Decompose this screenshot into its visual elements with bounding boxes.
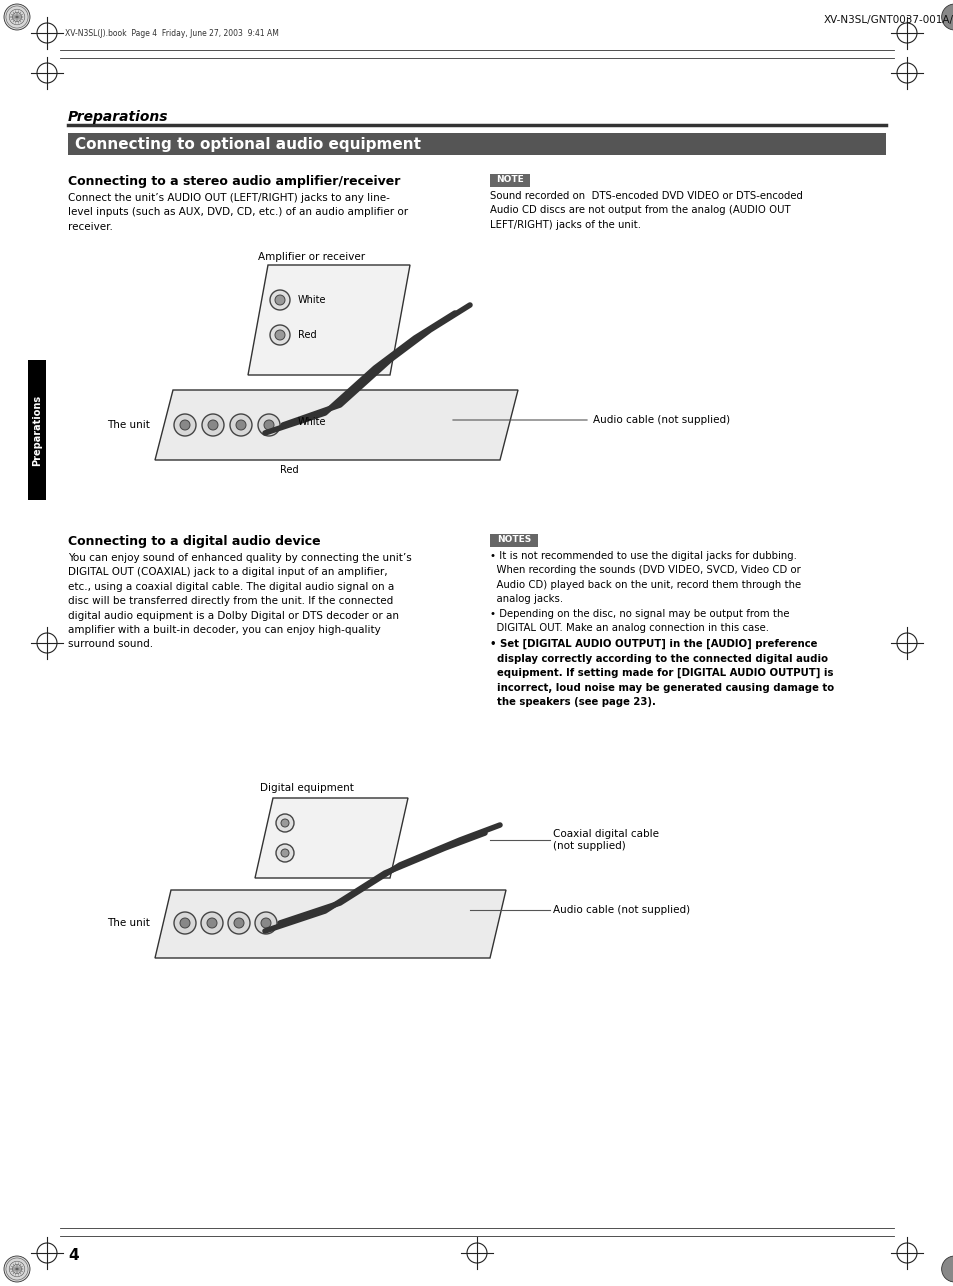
Polygon shape xyxy=(248,265,410,376)
Text: The unit: The unit xyxy=(107,918,150,928)
Text: Audio cable (not supplied): Audio cable (not supplied) xyxy=(593,415,729,424)
Circle shape xyxy=(173,414,195,436)
Circle shape xyxy=(233,918,244,928)
Circle shape xyxy=(274,331,285,340)
Circle shape xyxy=(261,918,271,928)
Bar xyxy=(490,534,537,547)
Bar xyxy=(68,132,885,156)
Text: Preparations: Preparations xyxy=(32,395,42,466)
Text: • It is not recommended to use the digital jacks for dubbing.
  When recording t: • It is not recommended to use the digit… xyxy=(490,550,801,604)
Text: • Depending on the disc, no signal may be output from the
  DIGITAL OUT. Make an: • Depending on the disc, no signal may b… xyxy=(490,610,789,634)
Circle shape xyxy=(4,1256,30,1282)
Circle shape xyxy=(228,912,250,934)
Circle shape xyxy=(270,291,290,310)
Circle shape xyxy=(270,325,290,345)
Text: Digital equipment: Digital equipment xyxy=(260,783,354,793)
Circle shape xyxy=(941,1256,953,1282)
Circle shape xyxy=(173,912,195,934)
Circle shape xyxy=(202,414,224,436)
Text: Sound recorded on  DTS-encoded DVD VIDEO or DTS-encoded
Audio CD discs are not o: Sound recorded on DTS-encoded DVD VIDEO … xyxy=(490,192,802,230)
Circle shape xyxy=(4,4,30,30)
Text: Red: Red xyxy=(297,331,316,340)
Text: XV-N3SL(J).book  Page 4  Friday, June 27, 2003  9:41 AM: XV-N3SL(J).book Page 4 Friday, June 27, … xyxy=(65,28,278,37)
Text: The unit: The unit xyxy=(107,421,150,430)
Text: XV-N3SL/GNT0037-001A/English: XV-N3SL/GNT0037-001A/English xyxy=(823,15,953,24)
Circle shape xyxy=(275,814,294,832)
Text: Connecting to a stereo audio amplifier/receiver: Connecting to a stereo audio amplifier/r… xyxy=(68,175,400,188)
Text: • Set [DIGITAL AUDIO OUTPUT] in the [AUDIO] preference
  display correctly accor: • Set [DIGITAL AUDIO OUTPUT] in the [AUD… xyxy=(490,639,833,707)
Text: White: White xyxy=(297,294,326,305)
Text: Red: Red xyxy=(280,466,298,475)
Text: Coaxial digital cable
(not supplied): Coaxial digital cable (not supplied) xyxy=(553,829,659,851)
Bar xyxy=(28,360,46,500)
Circle shape xyxy=(180,421,190,430)
Text: White: White xyxy=(297,417,326,427)
Text: NOTE: NOTE xyxy=(496,175,523,184)
Circle shape xyxy=(201,912,223,934)
Text: Amplifier or receiver: Amplifier or receiver xyxy=(257,252,365,262)
Circle shape xyxy=(208,421,218,430)
Circle shape xyxy=(230,414,252,436)
Text: NOTES: NOTES xyxy=(497,535,531,544)
Circle shape xyxy=(180,918,190,928)
Polygon shape xyxy=(154,390,517,460)
Circle shape xyxy=(274,294,285,305)
Text: Audio cable (not supplied): Audio cable (not supplied) xyxy=(553,905,689,916)
Circle shape xyxy=(235,421,246,430)
Text: Preparations: Preparations xyxy=(68,111,169,123)
Circle shape xyxy=(254,912,276,934)
Circle shape xyxy=(281,849,289,856)
Circle shape xyxy=(281,819,289,827)
Text: 4: 4 xyxy=(68,1249,78,1264)
Text: Connect the unit’s AUDIO OUT (LEFT/RIGHT) jacks to any line-
level inputs (such : Connect the unit’s AUDIO OUT (LEFT/RIGHT… xyxy=(68,193,408,231)
Text: Connecting to optional audio equipment: Connecting to optional audio equipment xyxy=(75,138,420,153)
Circle shape xyxy=(264,421,274,430)
Polygon shape xyxy=(254,799,408,878)
Circle shape xyxy=(941,4,953,30)
Text: Connecting to a digital audio device: Connecting to a digital audio device xyxy=(68,535,320,548)
Text: You can enjoy sound of enhanced quality by connecting the unit’s
DIGITAL OUT (CO: You can enjoy sound of enhanced quality … xyxy=(68,553,412,649)
Polygon shape xyxy=(154,890,505,958)
Bar xyxy=(490,174,530,186)
Circle shape xyxy=(257,414,280,436)
Circle shape xyxy=(207,918,216,928)
Circle shape xyxy=(275,844,294,862)
